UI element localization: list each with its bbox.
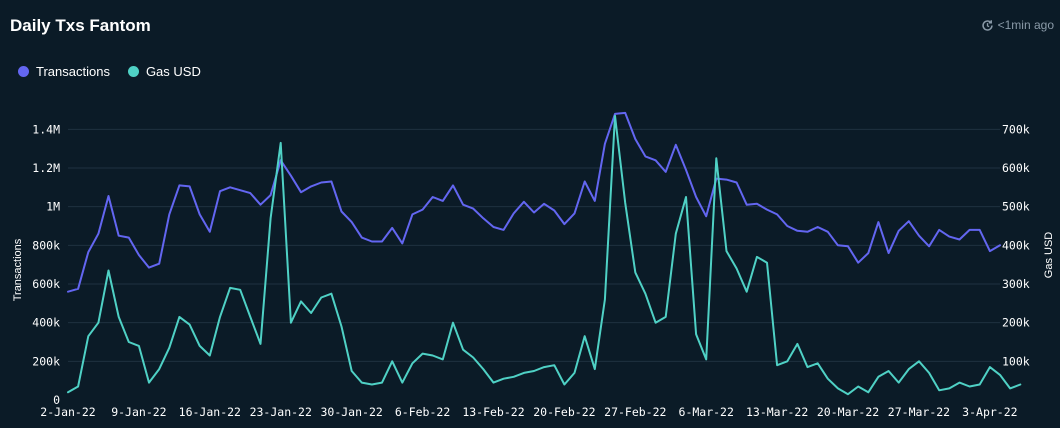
- y-left-tick-label: 200k: [32, 354, 60, 368]
- y-left-tick-label: 400k: [32, 316, 60, 330]
- left-axis-title: Transactions: [12, 238, 24, 301]
- grid-lines: [68, 128, 1000, 362]
- y-left-tick-label: 1M: [46, 200, 60, 214]
- x-tick-label: 30-Jan-22: [320, 405, 382, 419]
- y-right-tick-label: 200k: [1002, 316, 1030, 330]
- y-left-tick-label: 800k: [32, 238, 60, 252]
- chart-title: Daily Txs Fantom: [10, 16, 151, 35]
- y-left-tick-label: 1.4M: [32, 122, 60, 136]
- series-line-gas-usd[interactable]: [67, 114, 1022, 396]
- right-axis-title: Gas USD: [1043, 232, 1055, 279]
- x-tick-label: 20-Feb-22: [533, 405, 595, 419]
- right-axis-ticks: 100k 200k 300k 400k 500k 600k 700k: [1002, 122, 1030, 368]
- legend-swatch-transactions: [18, 66, 29, 77]
- x-tick-label: 9-Jan-22: [111, 405, 166, 419]
- refresh-clock-icon[interactable]: [981, 19, 994, 32]
- y-left-tick-label: 1.2M: [32, 161, 60, 175]
- y-right-tick-label: 600k: [1002, 161, 1030, 175]
- x-tick-label: 3-Apr-22: [962, 405, 1017, 419]
- series-line-transactions[interactable]: [67, 111, 1001, 293]
- x-tick-label: 27-Feb-22: [604, 405, 666, 419]
- x-tick-label: 13-Feb-22: [462, 405, 524, 419]
- legend-item-transactions[interactable]: Transactions: [18, 64, 110, 79]
- x-tick-label: 2-Jan-22: [40, 405, 95, 419]
- y-right-tick-label: 300k: [1002, 277, 1030, 291]
- x-tick-label: 6-Feb-22: [395, 405, 450, 419]
- y-left-tick-label: 600k: [32, 277, 60, 291]
- refresh-time-label: <1min ago: [997, 18, 1054, 32]
- y-right-tick-label: 100k: [1002, 354, 1030, 368]
- legend-label-transactions: Transactions: [36, 64, 110, 79]
- y-right-tick-label: 500k: [1002, 200, 1030, 214]
- y-right-tick-label: 700k: [1002, 122, 1030, 136]
- x-tick-label: 20-Mar-22: [817, 405, 879, 419]
- refresh-status[interactable]: <1min ago: [981, 18, 1054, 32]
- left-axis-ticks: 0 200k 400k 600k 800k 1M 1.2M 1.4M: [32, 122, 60, 407]
- chart-legend: Transactions Gas USD: [18, 64, 201, 79]
- x-tick-label: 23-Jan-22: [250, 405, 312, 419]
- y-left-tick-label: 0: [53, 393, 60, 407]
- x-tick-label: 13-Mar-22: [746, 405, 808, 419]
- x-axis-ticks: 2-Jan-22 9-Jan-22 16-Jan-22 23-Jan-22 30-Jan…: [40, 405, 1017, 419]
- series-lines: [67, 111, 1022, 396]
- y-right-tick-label: 400k: [1002, 238, 1030, 252]
- x-tick-label: 16-Jan-22: [179, 405, 241, 419]
- legend-item-gas-usd[interactable]: Gas USD: [127, 64, 201, 79]
- x-tick-label: 6-Mar-22: [679, 405, 734, 419]
- legend-label-gas-usd: Gas USD: [145, 64, 201, 79]
- x-tick-label: 27-Mar-22: [888, 405, 950, 419]
- legend-swatch-gas-usd: [127, 66, 139, 77]
